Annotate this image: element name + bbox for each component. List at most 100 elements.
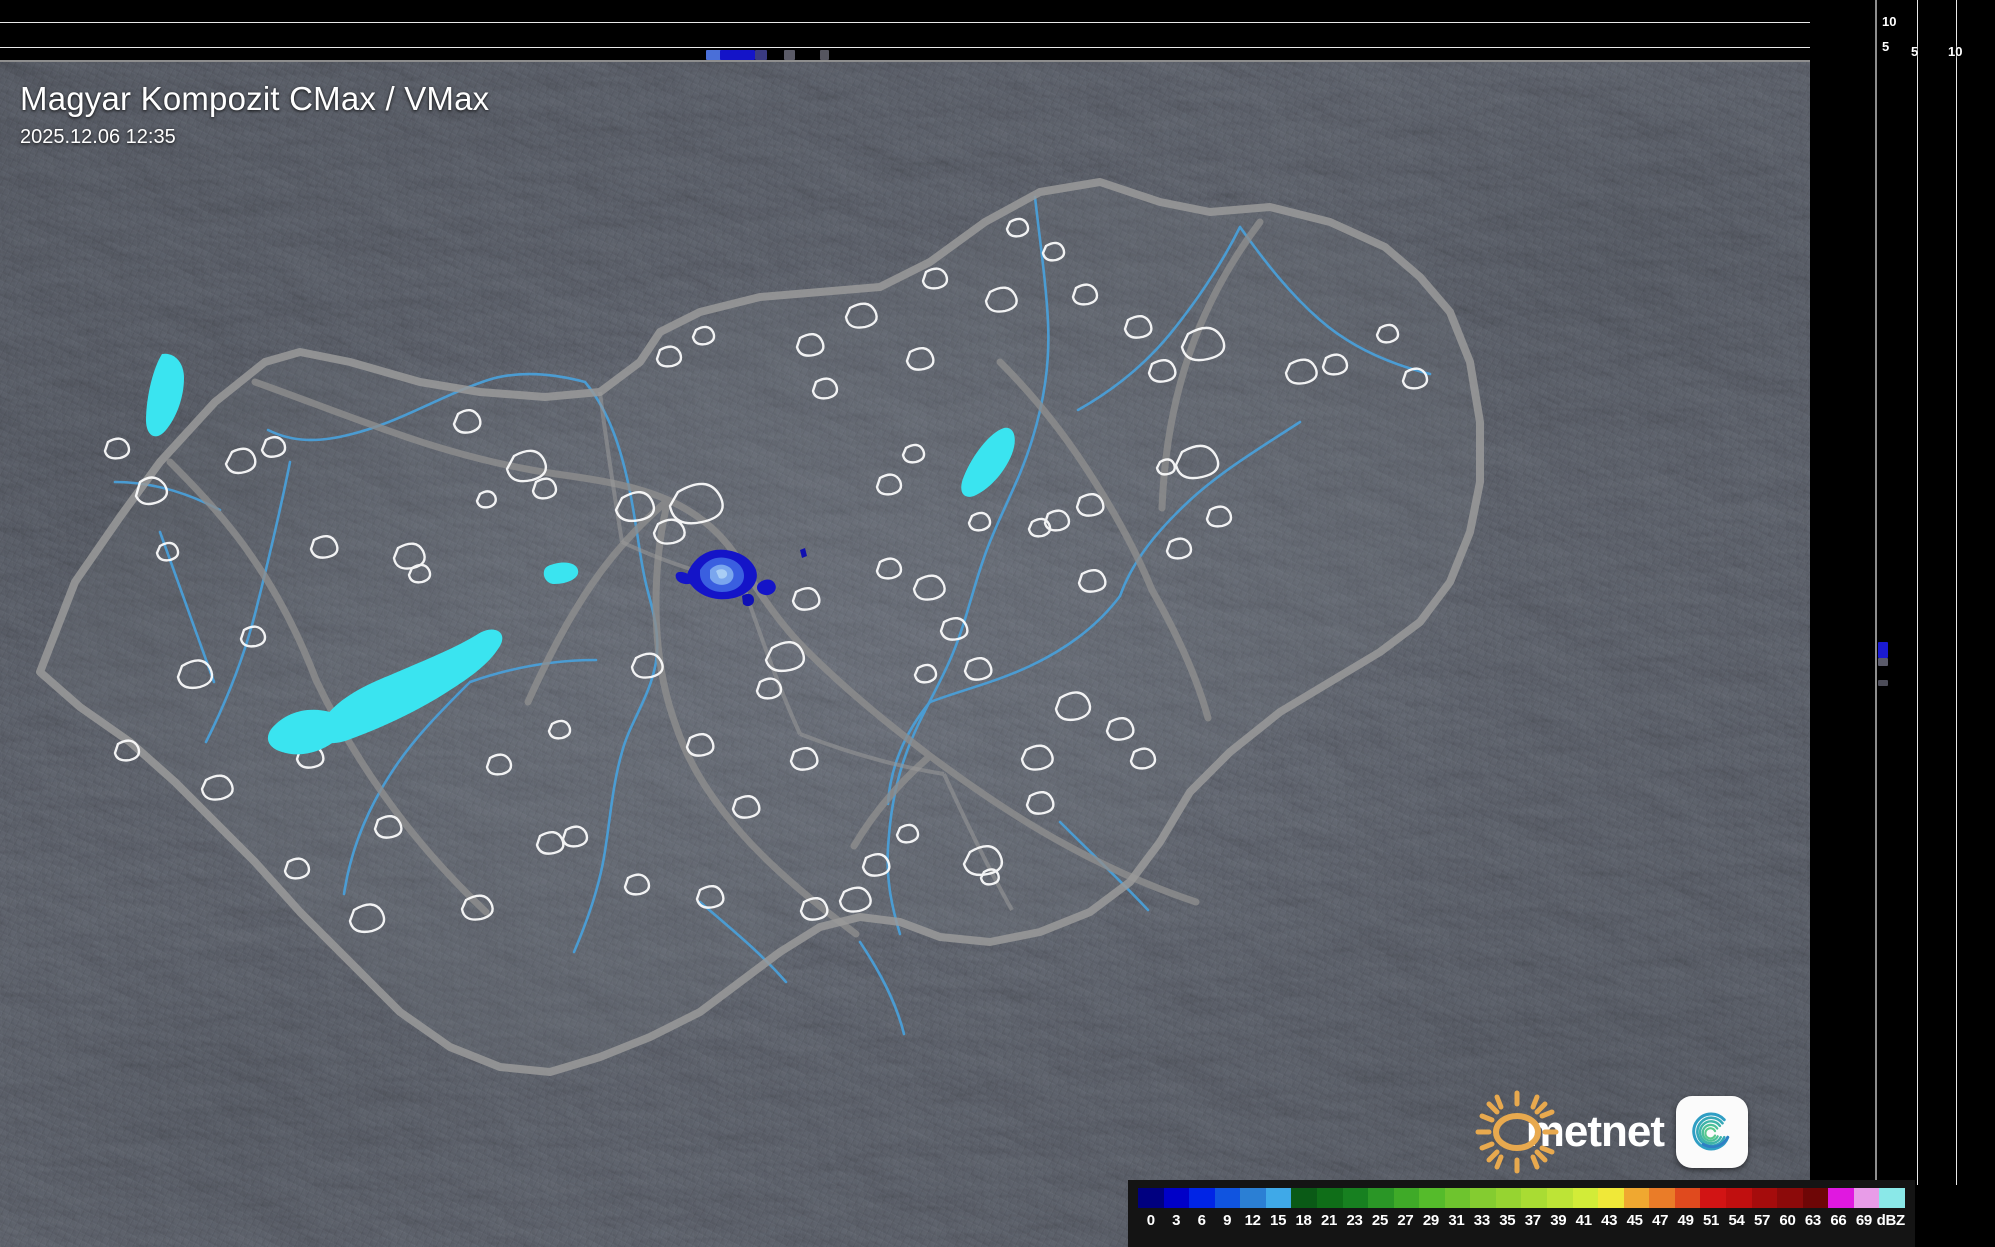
lake-tisza [961, 427, 1015, 497]
dbz-scale-swatches [1138, 1188, 1905, 1208]
metnet-logo[interactable]: metnet [1474, 1089, 1748, 1175]
dbz-swatch-21 [1316, 1188, 1343, 1208]
dbz-swatch-25 [1368, 1188, 1394, 1208]
sun-icon [1474, 1089, 1560, 1175]
metnet-spiral-app-icon[interactable] [1676, 1096, 1748, 1168]
dbz-swatch-51 [1700, 1188, 1726, 1208]
dbz-tick-15: 15 [1270, 1212, 1287, 1229]
dbz-tick-51: 51 [1703, 1212, 1720, 1229]
vmax-top-baseline [0, 60, 1810, 62]
precipitation-echo-layer [675, 548, 807, 607]
dbz-swatch-54 [1725, 1188, 1752, 1208]
terrain-relief-layer [0, 62, 1810, 1247]
echo-small-east [756, 579, 776, 596]
vmax-right-echo-2 [1878, 680, 1888, 687]
lake-balaton [318, 629, 503, 744]
echo-small-south [742, 593, 754, 607]
dbz-swatch-69 [1853, 1188, 1880, 1208]
vmax-top-echo-2 [754, 50, 768, 60]
dbz-tick-47: 47 [1652, 1212, 1669, 1229]
dbz-swatch-45 [1623, 1188, 1650, 1208]
dbz-tick-12: 12 [1244, 1212, 1261, 1229]
dbz-tick-43: 43 [1601, 1212, 1618, 1229]
vmax-right-echo-1 [1878, 657, 1888, 666]
dbz-swatch-47 [1649, 1188, 1675, 1208]
dbz-tick-45: 45 [1626, 1212, 1643, 1229]
dbz-swatch-31 [1444, 1188, 1471, 1208]
vmax-top-echo-4 [819, 50, 829, 60]
dbz-tick-63: 63 [1804, 1212, 1821, 1229]
vmax-right-gridline-5km [1917, 0, 1918, 1185]
vmax-top-cross-section [0, 0, 1810, 62]
dbz-swatch-41 [1572, 1188, 1599, 1208]
map-title-block: Magyar Kompozit CMax / VMax 2025.12.06 1… [20, 80, 489, 149]
dbz-tick-33: 33 [1473, 1212, 1490, 1229]
lake-velence [543, 562, 579, 584]
dbz-swatch-6 [1189, 1188, 1215, 1208]
echo-main-tail-west [675, 571, 694, 585]
dbz-tick-0: 0 [1146, 1212, 1155, 1229]
dbz-swatch-37 [1521, 1188, 1547, 1208]
dbz-tick-21: 21 [1320, 1212, 1338, 1229]
dbz-swatch-63 [1802, 1188, 1829, 1208]
dbz-swatch-43 [1598, 1188, 1624, 1208]
dbz-swatch-0 [1138, 1188, 1164, 1208]
dbz-swatch-57 [1751, 1188, 1778, 1208]
lake-balaton-west-basin [267, 709, 344, 755]
small-lakes-layer [103, 217, 1429, 934]
dbz-tick-3: 3 [1172, 1212, 1181, 1229]
dbz-swatch-23 [1342, 1188, 1369, 1208]
dbz-tick-37: 37 [1524, 1212, 1541, 1229]
dbz-swatch-15 [1265, 1188, 1292, 1208]
vmax-top-echo-1 [720, 50, 755, 60]
dbz-tick-49: 49 [1677, 1212, 1694, 1229]
page-title: Magyar Kompozit CMax / VMax [20, 80, 490, 117]
vmax-top-echo-3 [783, 50, 795, 60]
timestamp-label: 2025.12.06 12:35 [20, 126, 176, 148]
dbz-swatch-49 [1674, 1188, 1701, 1208]
dbz-swatch-33 [1470, 1188, 1496, 1208]
echo-main-peak [716, 569, 728, 579]
dbz-tick-54: 54 [1728, 1212, 1745, 1229]
dbz-tick-60: 60 [1779, 1212, 1796, 1229]
dbz-swatch-3 [1163, 1188, 1190, 1208]
dbz-tick-39: 39 [1550, 1212, 1567, 1229]
dbz-swatch-dBZ [1879, 1188, 1905, 1208]
dbz-tick-23: 23 [1346, 1212, 1363, 1229]
echo-speck-ne [800, 548, 807, 558]
dbz-color-scale: 0 3 6 9 12 15 18 21 23 25 27 29 31 33 35 37 39 41 43 45 47 49… [1128, 1180, 1915, 1247]
dbz-swatch-9 [1214, 1188, 1241, 1208]
dbz-swatch-27 [1393, 1188, 1420, 1208]
dbz-swatch-12 [1240, 1188, 1266, 1208]
vmax-top-gridline-10km [0, 22, 1810, 23]
dbz-tick-69: 69 [1855, 1212, 1872, 1229]
map-vector-layer [36, 178, 1484, 1076]
dbz-tick-27: 27 [1397, 1212, 1414, 1229]
dbz-swatch-39 [1547, 1188, 1573, 1208]
terrain-noise-layer [0, 62, 1810, 1247]
dbz-scale-ticks: 0 3 6 9 12 15 18 21 23 25 27 29 31 33 35 37 39 41 43 45 47 49… [1138, 1212, 1905, 1229]
dbz-swatch-18 [1291, 1188, 1317, 1208]
dbz-tick-35: 35 [1499, 1212, 1516, 1229]
dbz-tick-dBZ: dBZ [1876, 1212, 1906, 1229]
vmax-top-echo-0 [705, 50, 723, 60]
dbz-swatch-29 [1419, 1188, 1445, 1208]
dbz-tick-41: 41 [1575, 1212, 1592, 1229]
dbz-tick-9: 9 [1223, 1212, 1232, 1229]
lake-ferto [146, 353, 184, 437]
dbz-swatch-35 [1495, 1188, 1522, 1208]
hungary-border [36, 178, 1484, 1076]
hungary-country-fill [40, 182, 1480, 1072]
vmax-top-gridline-5km [0, 47, 1810, 48]
dbz-tick-31: 31 [1448, 1212, 1465, 1229]
radar-map-canvas[interactable]: Magyar Kompozit CMax / VMax 2025.12.06 1… [0, 62, 1810, 1247]
dbz-tick-57: 57 [1753, 1212, 1771, 1229]
dbz-tick-6: 6 [1197, 1212, 1206, 1229]
dbz-tick-66: 66 [1830, 1212, 1847, 1229]
dbz-tick-18: 18 [1295, 1212, 1312, 1229]
vmax-right-cross-section [1875, 0, 1995, 1185]
dbz-swatch-60 [1777, 1188, 1803, 1208]
dbz-swatch-66 [1828, 1188, 1854, 1208]
dbz-tick-29: 29 [1422, 1212, 1439, 1229]
